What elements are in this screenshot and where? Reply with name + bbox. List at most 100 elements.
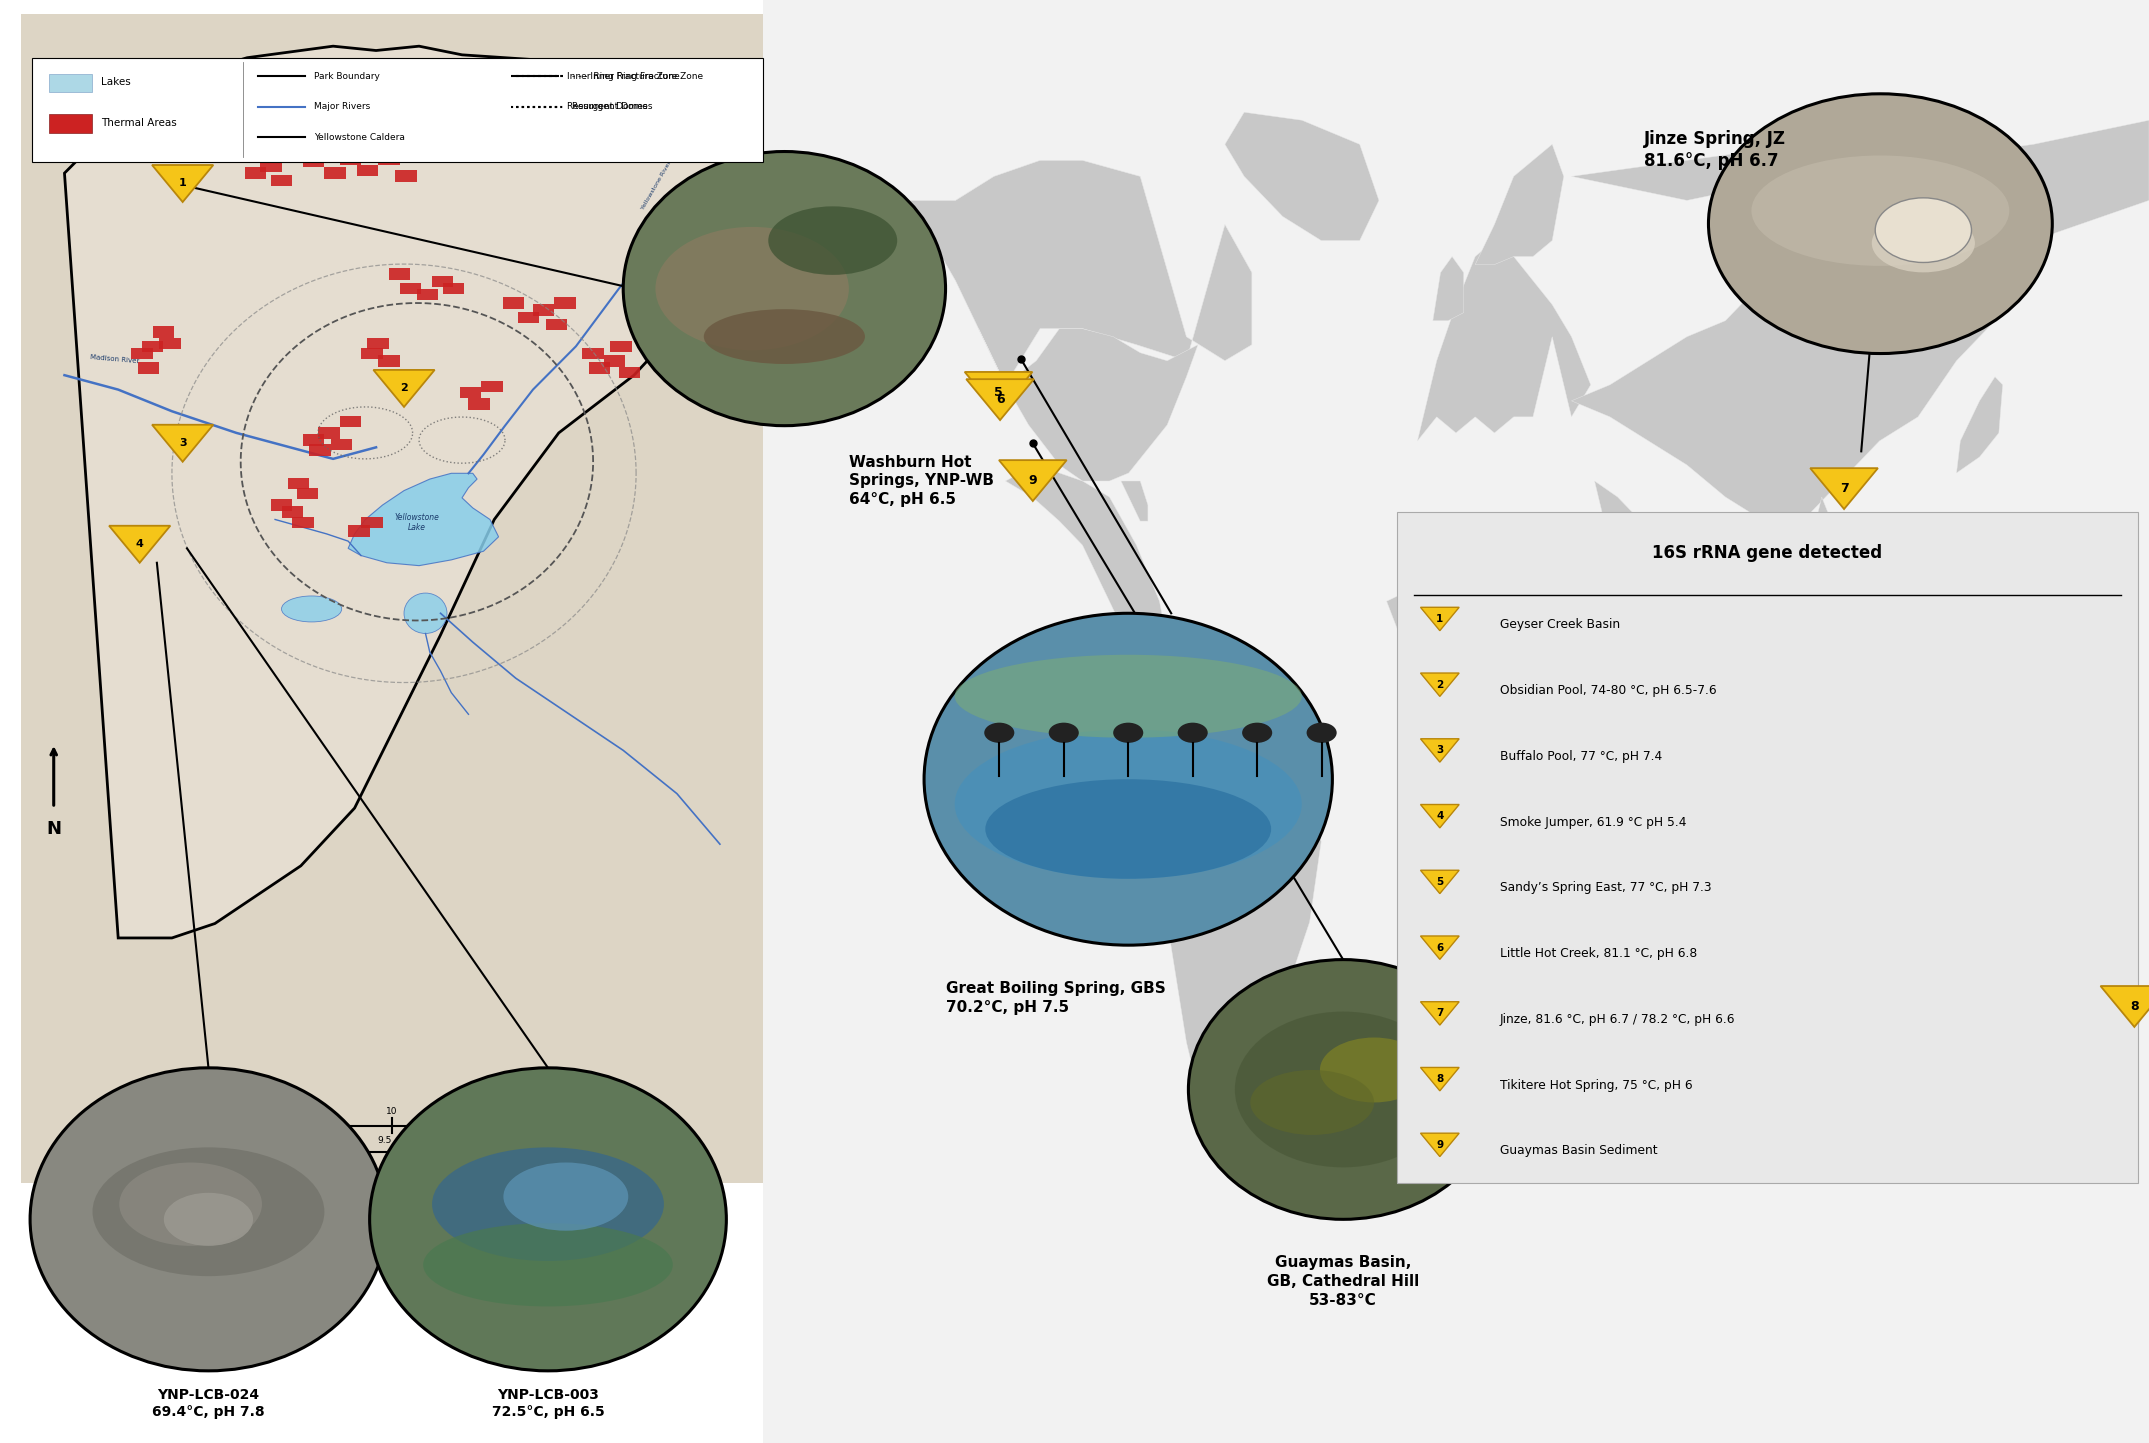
Ellipse shape (623, 152, 946, 426)
Bar (503, 297, 524, 309)
Text: Yellowstone Caldera: Yellowstone Caldera (314, 133, 404, 141)
Circle shape (1178, 723, 1208, 743)
Text: Lakes: Lakes (101, 78, 131, 87)
Polygon shape (153, 424, 213, 462)
Polygon shape (1900, 857, 2046, 1026)
Text: 0: 0 (198, 1107, 202, 1115)
Bar (153, 326, 174, 338)
Bar (21, 14, 763, 1183)
Bar (357, 165, 378, 176)
Bar (271, 175, 292, 186)
Polygon shape (1420, 739, 1459, 762)
Text: 7: 7 (1840, 482, 1848, 495)
Polygon shape (810, 153, 1253, 385)
Text: Park Boundary: Park Boundary (314, 72, 380, 81)
Bar (367, 338, 389, 349)
Bar (271, 499, 292, 511)
Text: 3: 3 (178, 439, 187, 449)
Text: 8: 8 (1436, 1074, 1444, 1084)
Polygon shape (1595, 481, 1687, 625)
Bar (288, 478, 309, 489)
Text: Sandy’s Spring East, 77 °C, pH 7.3: Sandy’s Spring East, 77 °C, pH 7.3 (1500, 882, 1711, 895)
Bar (340, 153, 361, 165)
Bar (159, 338, 181, 349)
Bar (340, 416, 361, 427)
Bar (245, 167, 266, 179)
Ellipse shape (1708, 94, 2052, 354)
Text: N: N (47, 820, 60, 837)
Text: Smoke Jumper, 61.9 °C pH 5.4: Smoke Jumper, 61.9 °C pH 5.4 (1500, 815, 1687, 828)
Polygon shape (1474, 144, 1564, 264)
Ellipse shape (705, 309, 864, 364)
Ellipse shape (1188, 960, 1498, 1219)
Polygon shape (1809, 468, 1878, 509)
Bar (378, 153, 400, 165)
Polygon shape (1433, 257, 1463, 320)
Ellipse shape (30, 1068, 387, 1371)
Polygon shape (1420, 1001, 1459, 1025)
FancyBboxPatch shape (1397, 512, 2138, 1183)
FancyBboxPatch shape (32, 58, 763, 162)
Ellipse shape (1251, 1071, 1373, 1134)
Polygon shape (967, 380, 1034, 420)
Bar (348, 525, 370, 537)
Bar (400, 283, 421, 294)
Polygon shape (153, 165, 213, 202)
Ellipse shape (1319, 1038, 1429, 1102)
Text: Jinze, 81.6 °C, pH 6.7 / 78.2 °C, pH 6.6: Jinze, 81.6 °C, pH 6.7 / 78.2 °C, pH 6.6 (1500, 1013, 1736, 1026)
Ellipse shape (370, 1068, 726, 1371)
Bar (460, 387, 481, 398)
Text: Yellowstone
Lake: Yellowstone Lake (395, 512, 438, 532)
Polygon shape (1122, 481, 1148, 521)
Polygon shape (1420, 608, 1459, 631)
Bar (417, 289, 438, 300)
Circle shape (1113, 723, 1143, 743)
Bar (481, 381, 503, 392)
Polygon shape (1809, 496, 1872, 658)
Bar (303, 156, 324, 167)
Text: 2: 2 (400, 384, 408, 394)
Polygon shape (110, 525, 170, 563)
Polygon shape (999, 460, 1066, 501)
Bar (546, 319, 567, 330)
Bar (297, 488, 318, 499)
Polygon shape (1006, 465, 1167, 658)
Text: Buffalo Pool, 77 °C, pH 7.4: Buffalo Pool, 77 °C, pH 7.4 (1500, 750, 1663, 763)
Text: 0: 0 (198, 1136, 202, 1144)
Text: 5: 5 (995, 385, 1004, 398)
Ellipse shape (503, 1163, 628, 1231)
Text: Washburn Hot
Springs, YNP-WB
64°C, pH 6.5: Washburn Hot Springs, YNP-WB 64°C, pH 6.… (849, 455, 993, 506)
Text: 1: 1 (1436, 613, 1444, 623)
Polygon shape (1571, 176, 2014, 521)
Polygon shape (1420, 805, 1459, 828)
Polygon shape (1420, 870, 1459, 893)
Text: - - - Inner Ring Fracture Zone: - - - Inner Ring Fracture Zone (572, 72, 703, 81)
Text: Guaymas Basin,
GB, Cathedral Hill
53-83°C: Guaymas Basin, GB, Cathedral Hill 53-83°… (1268, 1255, 1418, 1307)
Circle shape (1876, 198, 1971, 263)
Text: 4: 4 (135, 540, 144, 550)
Polygon shape (1706, 530, 1809, 658)
Text: Resurgent Domes: Resurgent Domes (572, 102, 651, 111)
Text: Great Boiling Spring, GBS
70.2°C, pH 7.5: Great Boiling Spring, GBS 70.2°C, pH 7.5 (946, 981, 1165, 1014)
Bar (361, 348, 383, 359)
Bar (282, 506, 303, 518)
Text: 3: 3 (1436, 746, 1444, 755)
Polygon shape (978, 329, 1197, 481)
Polygon shape (1571, 120, 2149, 241)
Text: 1: 1 (178, 179, 187, 189)
Circle shape (1049, 723, 1079, 743)
Text: 9.5: 9.5 (378, 1136, 391, 1144)
Bar (138, 362, 159, 374)
Bar (432, 276, 453, 287)
Bar (589, 362, 610, 374)
Bar (619, 367, 640, 378)
Text: Yellowstone River: Yellowstone River (640, 160, 673, 211)
Polygon shape (1386, 561, 1648, 1001)
Text: 9: 9 (1029, 473, 1038, 486)
Bar (468, 398, 490, 410)
Polygon shape (1420, 672, 1459, 697)
Bar (443, 283, 464, 294)
Text: YNP-LCB-003
72.5°C, pH 6.5: YNP-LCB-003 72.5°C, pH 6.5 (492, 1388, 604, 1420)
Bar (49, 114, 92, 133)
Text: YNP-LCB-024
69.4°C, pH 7.8: YNP-LCB-024 69.4°C, pH 7.8 (153, 1388, 264, 1420)
